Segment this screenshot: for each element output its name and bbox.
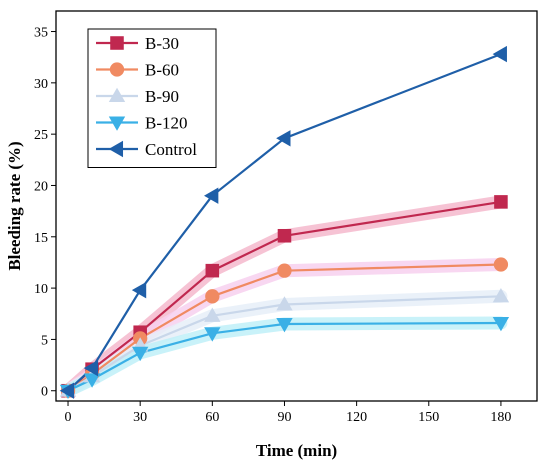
series-b-60-point xyxy=(277,263,292,278)
x-tick-label: 90 xyxy=(277,410,291,425)
series-control-point xyxy=(276,130,291,147)
y-tick-label: 5 xyxy=(41,333,48,348)
x-tick-label: 180 xyxy=(490,410,511,425)
series-control-point xyxy=(204,187,219,204)
legend-b-30-label: B-30 xyxy=(145,34,179,53)
series-b-90-point xyxy=(276,296,293,311)
series-control-point xyxy=(59,382,75,399)
series-b-120-point xyxy=(276,318,293,333)
x-tick-label: 120 xyxy=(346,410,367,425)
series-b-30-point xyxy=(277,228,292,243)
series-control-point xyxy=(492,45,507,63)
series-b-120-point xyxy=(492,316,510,332)
legend-b-60-marker xyxy=(109,62,125,77)
legend-control-label: Control xyxy=(145,140,197,159)
legend-b-90-marker xyxy=(108,87,126,103)
y-tick-label: 30 xyxy=(34,77,48,92)
legend-b-60-label: B-60 xyxy=(145,61,179,80)
y-tick-label: 35 xyxy=(34,26,48,41)
series-marker-layer xyxy=(59,45,510,400)
series-b-90-point xyxy=(492,288,510,303)
y-tick-label: 10 xyxy=(34,282,48,297)
x-axis-ticks: 0 30 60 90 120 150 180 xyxy=(65,401,511,425)
legend-control-marker xyxy=(108,140,124,158)
y-axis-ticks: 0 5 10 15 20 25 30 35 xyxy=(34,26,56,400)
series-b-120-point xyxy=(204,327,221,342)
legend: B-30 B-60 B-90 B-120 Control xyxy=(87,28,217,168)
series-b-120-point xyxy=(131,346,149,362)
y-axis-title: Bleeding rate (%) xyxy=(5,141,24,270)
x-tick-label: 60 xyxy=(205,410,219,425)
series-b-60-point xyxy=(493,257,509,272)
x-axis-title: Time (min) xyxy=(256,441,337,460)
legend-b-90-label: B-90 xyxy=(145,87,179,106)
series-b-90-point xyxy=(204,307,221,322)
x-tick-label: 30 xyxy=(133,410,147,425)
legend-box xyxy=(87,28,217,168)
legend-b-30-marker xyxy=(110,36,124,50)
series-b-60-point xyxy=(205,289,220,304)
y-tick-label: 25 xyxy=(34,128,48,143)
x-tick-label: 150 xyxy=(418,410,439,425)
series-b-30-point xyxy=(494,195,508,209)
series-b-120-point xyxy=(83,373,101,388)
y-tick-label: 0 xyxy=(41,385,48,400)
legend-b-120-label: B-120 xyxy=(145,114,188,133)
plot-frame xyxy=(55,10,538,402)
x-tick-label: 0 xyxy=(65,410,72,425)
series-control-point xyxy=(83,359,99,377)
legend-b-120-marker xyxy=(108,116,126,131)
y-tick-label: 15 xyxy=(34,231,48,246)
y-tick-label: 20 xyxy=(34,179,48,194)
series-b-30-point xyxy=(205,263,220,278)
series-control-point xyxy=(131,281,147,299)
